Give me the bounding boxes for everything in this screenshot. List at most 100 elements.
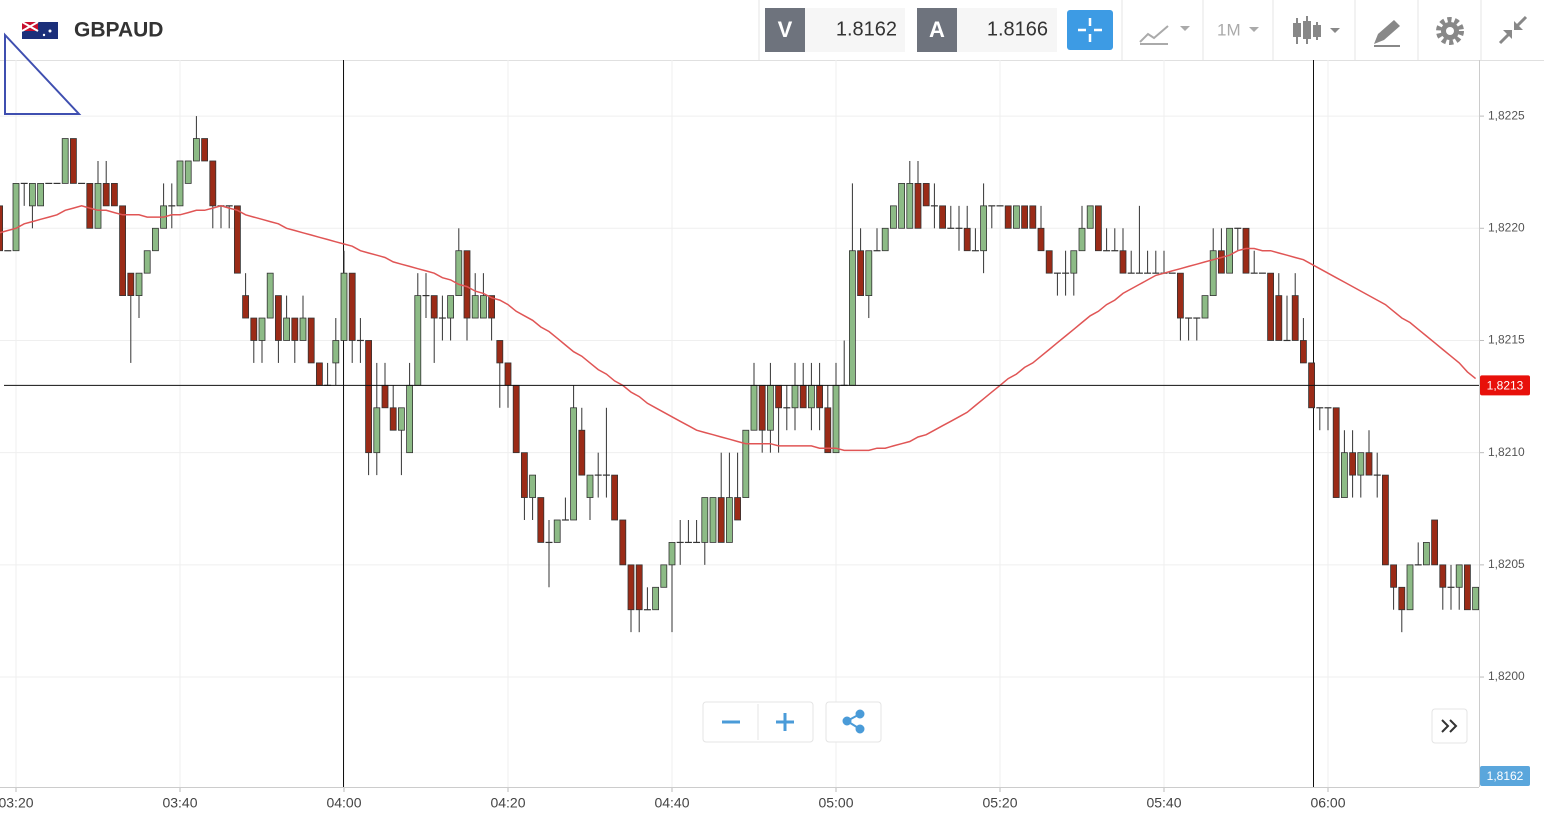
x-tick-label: 05:00 — [818, 795, 853, 811]
candle-body — [1267, 272, 1274, 341]
y-tick-label: 1,8220 — [1488, 220, 1525, 234]
candle-body — [463, 250, 471, 319]
candle-body — [1021, 205, 1028, 229]
candle-body — [274, 295, 282, 341]
candle-body — [1398, 586, 1406, 611]
candle-body — [496, 340, 504, 364]
candle-body — [365, 340, 373, 454]
candle-body — [0, 205, 3, 252]
share-button[interactable] — [825, 701, 882, 743]
candle-body — [914, 183, 922, 229]
x-tick-label: 05:20 — [982, 795, 1017, 811]
y-tick-label: 1,8225 — [1488, 108, 1525, 122]
candle-body — [865, 250, 873, 297]
bid-button[interactable] — [765, 8, 805, 52]
chart-type-button[interactable] — [1139, 25, 1190, 45]
candle-body — [455, 250, 463, 297]
candle-body — [537, 497, 545, 543]
candle-body — [1390, 564, 1397, 588]
ask-box — [957, 8, 1057, 52]
collapse-button[interactable] — [1498, 15, 1528, 45]
candle-body — [1086, 205, 1094, 229]
candle-body — [176, 160, 184, 207]
candle-body — [430, 295, 438, 319]
candle-body — [37, 183, 44, 207]
ask-button[interactable] — [917, 8, 957, 52]
candle-body — [1218, 250, 1225, 274]
candle-body — [1119, 250, 1127, 274]
candle-body — [1037, 227, 1045, 252]
candle-body — [389, 407, 397, 431]
candle-body — [242, 295, 250, 319]
candle-body — [1209, 250, 1217, 297]
zoom-in[interactable] — [776, 713, 794, 731]
symbol: GBPAUD — [74, 19, 163, 42]
x-tick-label: 05:40 — [1146, 795, 1181, 811]
candle-body — [127, 272, 135, 297]
candle-body — [291, 317, 299, 341]
candle-body — [266, 272, 274, 319]
candle-body — [348, 272, 356, 341]
candle-body — [1078, 227, 1086, 252]
candle-body — [1013, 205, 1020, 229]
moving-average — [0, 205, 1477, 452]
candle-body — [488, 295, 496, 319]
candle-body — [1472, 586, 1479, 611]
candle-body — [742, 429, 750, 498]
candle-body — [258, 317, 266, 341]
candle-body — [381, 384, 389, 409]
candle-body — [1004, 205, 1012, 229]
candle-body — [447, 295, 455, 319]
candle-body — [570, 407, 577, 521]
candle-body — [1357, 452, 1365, 476]
candle-body — [635, 564, 643, 611]
candle-body — [1029, 205, 1037, 229]
candle-body — [111, 183, 118, 207]
candle-body — [808, 384, 815, 409]
timeframe[interactable]: 1M — [1217, 20, 1241, 39]
candle-body — [791, 384, 799, 409]
candle-body — [373, 407, 381, 454]
candle-body — [471, 295, 479, 319]
candle-body — [315, 362, 323, 386]
candle-body — [890, 205, 897, 229]
plot: 1,8200 1,8205 1,8210 1,8215 1,8220 1,8225 03:2… — [0, 60, 1530, 811]
candle-body — [61, 138, 69, 184]
candle-body — [307, 317, 315, 364]
candle-body — [1070, 250, 1078, 274]
scroll-right[interactable] — [1431, 708, 1468, 744]
candle-body — [652, 586, 659, 611]
settings-button[interactable] — [1436, 17, 1464, 45]
candle-body — [250, 317, 258, 341]
candle-body — [898, 183, 905, 229]
candle-body — [816, 384, 823, 409]
candle-body — [209, 160, 217, 207]
candle-body — [553, 519, 561, 543]
candle-body — [1226, 227, 1233, 274]
candle-body — [1177, 272, 1184, 319]
candle-body — [1095, 205, 1102, 252]
candle-body — [1341, 452, 1348, 498]
candle-body — [1242, 227, 1250, 274]
y-tick-label: 1,8215 — [1488, 333, 1525, 347]
candle-body — [1045, 250, 1053, 274]
candle-body — [1406, 564, 1414, 611]
draw-button[interactable] — [1374, 20, 1400, 47]
flag-icon — [21, 21, 58, 39]
price-tag — [1480, 375, 1530, 396]
x-tick-label: 04:20 — [490, 795, 525, 811]
y-tick-label: 1,8205 — [1488, 557, 1525, 571]
candle-body — [611, 474, 618, 521]
candle-body — [233, 205, 241, 274]
candle-body — [406, 384, 414, 454]
ask-letter: A — [929, 17, 945, 42]
crosshair-button[interactable] — [1067, 10, 1113, 50]
candles-button[interactable] — [1293, 16, 1340, 44]
candle-body — [668, 542, 676, 566]
candle-body — [578, 429, 586, 476]
candle-body — [512, 384, 520, 454]
x-tick-label: 04:00 — [326, 795, 361, 811]
candle-body — [1464, 564, 1471, 611]
y-tick-label: 1,8210 — [1488, 445, 1525, 459]
